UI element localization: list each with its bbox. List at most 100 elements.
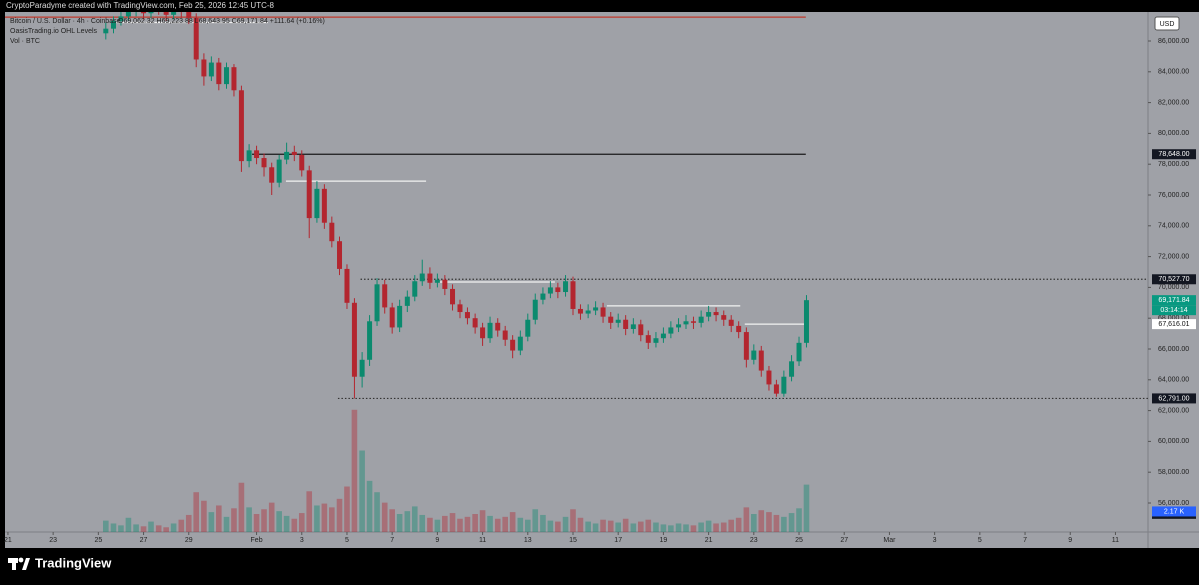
- volume-bar: [396, 514, 403, 532]
- candle-body: [231, 67, 237, 91]
- price-label-box: [1152, 319, 1196, 330]
- candle-body: [653, 338, 659, 343]
- volume-bar: [562, 516, 569, 532]
- volume-bar: [577, 517, 584, 532]
- candle-body: [570, 281, 576, 309]
- volume-bar: [675, 523, 682, 532]
- volume-bar: [314, 505, 320, 532]
- volume-bar: [690, 525, 697, 532]
- volume-bar: [411, 506, 418, 532]
- candle-body: [781, 376, 787, 394]
- candle-body: [419, 273, 425, 282]
- volume-bar: [268, 502, 275, 532]
- time-axis: [5, 532, 1199, 548]
- candle-body: [389, 307, 395, 328]
- volume-bar: [155, 525, 162, 532]
- volume-bar: [276, 511, 282, 532]
- volume-bar: [645, 519, 652, 532]
- candle-body: [540, 293, 546, 300]
- x-tick-label: 5: [345, 537, 349, 544]
- candle-body: [412, 281, 418, 297]
- volume-bar: [555, 521, 561, 532]
- candle-body: [224, 67, 230, 85]
- candle-body: [163, 12, 169, 15]
- countdown: 03:14:14: [1160, 307, 1187, 314]
- candle-body: [751, 350, 757, 360]
- candle-body: [623, 319, 629, 329]
- x-tick-label: 3: [933, 537, 937, 544]
- volume-bar: [329, 507, 335, 532]
- candle-body: [269, 167, 275, 183]
- currency-box[interactable]: [1154, 16, 1180, 31]
- candle-body: [676, 324, 682, 328]
- candle-body: [344, 268, 350, 303]
- candle-body: [645, 335, 651, 343]
- x-tick-label: 13: [524, 537, 532, 544]
- candle-body: [125, 12, 131, 17]
- volume-bar: [261, 509, 267, 532]
- candle-body: [472, 318, 478, 328]
- candle-body: [728, 319, 734, 326]
- volume-bar: [231, 508, 237, 532]
- volume-bar: [683, 524, 689, 532]
- volume-bar: [442, 515, 448, 532]
- x-tick-label: 27: [140, 537, 148, 544]
- candle-body: [608, 316, 614, 323]
- volume-bar: [592, 523, 599, 532]
- volume-bar: [148, 521, 154, 532]
- y-tick-label: 80,000.00: [1158, 130, 1189, 137]
- volume-bar: [720, 522, 727, 532]
- candle-body: [547, 287, 553, 294]
- candle-body: [480, 327, 486, 339]
- volume-bar: [178, 519, 185, 532]
- candle-body: [773, 384, 779, 394]
- volume-bar: [540, 514, 546, 532]
- x-tick-label: 25: [795, 537, 803, 544]
- candle-body: [299, 154, 305, 171]
- candle-body: [110, 20, 116, 29]
- volume-bar: [773, 514, 780, 532]
- candle-body: [532, 299, 538, 320]
- candle-body: [758, 350, 764, 371]
- candle-body: [517, 336, 523, 351]
- volume-bar: [238, 482, 245, 532]
- symbol: Bitcoin / U.S. Dollar · 4h · Coinbase: [10, 18, 121, 25]
- price-label: 69,171.84: [1158, 297, 1189, 304]
- candle-body: [284, 151, 290, 160]
- volume-title: Vol · BTC: [10, 38, 40, 45]
- candle-body: [796, 342, 802, 362]
- volume-bar: [796, 508, 802, 532]
- candle-body: [321, 188, 327, 223]
- candle-body: [314, 188, 320, 219]
- candle-body: [766, 370, 772, 385]
- candle-body: [630, 324, 636, 329]
- x-tick-label: 9: [1068, 537, 1072, 544]
- candle-body: [736, 325, 742, 333]
- x-tick-label: 25: [94, 537, 102, 544]
- volume-bar: [246, 507, 252, 532]
- candle-body: [698, 316, 704, 323]
- candle-body: [427, 273, 433, 283]
- y-tick-label: 58,000.00: [1158, 469, 1189, 476]
- candle-body: [487, 322, 493, 339]
- indicator: OasisTrading.io OHL Levels: [10, 28, 98, 35]
- x-tick-label: 15: [569, 537, 577, 544]
- candle-body: [351, 302, 357, 377]
- price-label: 78,648.00: [1158, 151, 1189, 158]
- x-tick-label: 3: [300, 537, 304, 544]
- x-tick-label: 21: [4, 537, 12, 544]
- candle-body: [638, 324, 644, 336]
- volume-bar: [472, 514, 478, 532]
- price-label: 62,791.00: [1158, 395, 1189, 402]
- candle-body: [118, 16, 124, 21]
- y-tick-label: 64,000.00: [1158, 377, 1189, 384]
- candle-body: [713, 312, 719, 316]
- currency[interactable]: USD: [1160, 21, 1175, 28]
- volume-bar: [668, 525, 674, 532]
- volume-bar: [494, 518, 501, 532]
- candle-body: [563, 281, 569, 293]
- x-tick-label: 23: [49, 537, 57, 544]
- volume-bar: [653, 522, 659, 532]
